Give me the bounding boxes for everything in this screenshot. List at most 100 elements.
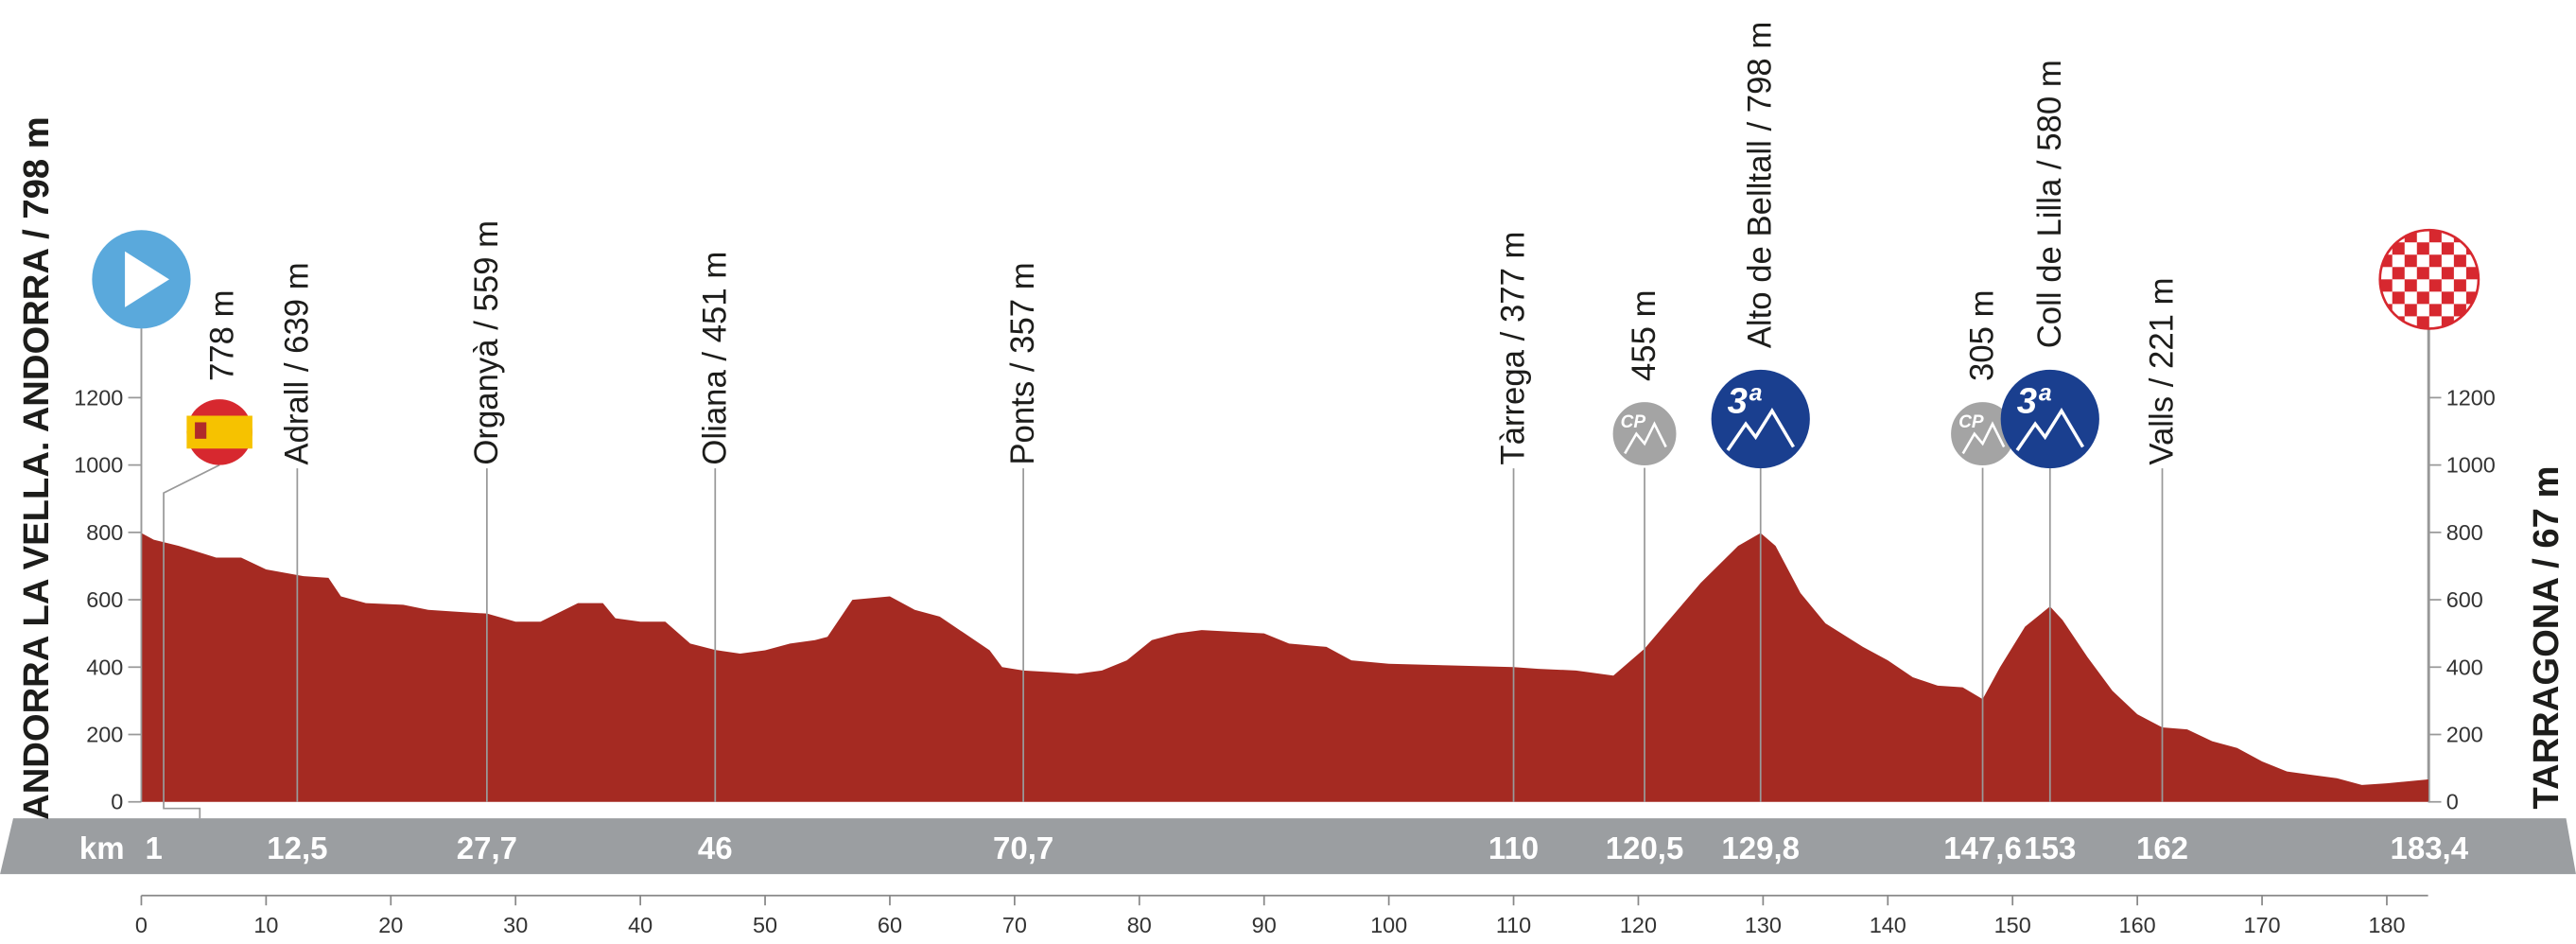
y-tick-label: 200: [86, 723, 123, 747]
cat3-icon: [1711, 369, 1810, 469]
x-tick-label: 110: [1496, 913, 1531, 937]
waypoint-label: 455 m: [1627, 289, 1662, 381]
checker: [2379, 230, 2393, 243]
waypoint-label: Coll de Lilla / 580 m: [2032, 60, 2068, 348]
km-value: 12,5: [267, 830, 327, 865]
cat3-mountain: [2015, 407, 2085, 451]
x-tick-label: 0: [135, 913, 148, 937]
waypoint-label: Valls / 221 m: [2145, 277, 2181, 464]
waypoint-label: Oliana / 451 m: [697, 252, 733, 465]
x-tick-label: 90: [1252, 913, 1277, 937]
x-tick-label: 130: [1745, 913, 1782, 937]
checker: [2453, 254, 2466, 268]
finish-icon: [2378, 228, 2480, 330]
checker: [2404, 304, 2417, 317]
x-tick-label: 170: [2243, 913, 2280, 937]
x-tick-label: 20: [378, 913, 403, 937]
checker: [2441, 267, 2454, 280]
checker: [2392, 242, 2405, 255]
waypoint-label: 778 m: [205, 289, 241, 381]
checker: [2416, 291, 2429, 305]
waypoint-line: [163, 463, 220, 819]
x-tick-label: 80: [1127, 913, 1152, 937]
x-tick-label: 70: [1002, 913, 1027, 937]
checker: [2404, 254, 2417, 268]
flag-emblem: [195, 422, 207, 439]
checker: [2453, 304, 2466, 317]
checker: [2404, 279, 2417, 292]
km-value: 153: [2024, 830, 2076, 865]
cp-badge: CP: [1621, 412, 1646, 432]
cp-mountain: [1624, 421, 1667, 455]
waypoint-label: Tàrrega / 377 m: [1496, 231, 1532, 464]
checker: [2379, 279, 2393, 292]
checker: [2416, 316, 2429, 329]
km-bar: [0, 818, 2576, 875]
y2-tick-label: 400: [2446, 655, 2483, 679]
cp-mountain: [1961, 421, 2006, 455]
checker: [2416, 242, 2429, 255]
waypoint-label: Adrall / 639 m: [279, 262, 315, 464]
waypoint-label: Alto de Belltall / 798 m: [1743, 22, 1779, 349]
x-tick-label: 30: [503, 913, 528, 937]
x-tick-label: 140: [1870, 913, 1906, 937]
y-tick-label: 600: [86, 587, 123, 612]
cat3-badge: 3ª: [2017, 380, 2051, 421]
waypoint-label: Organyà / 559 m: [469, 220, 505, 465]
checker: [2416, 267, 2429, 280]
y2-tick-label: 600: [2446, 587, 2483, 612]
km-value: 147,6: [1943, 830, 2022, 865]
profile-area: [141, 533, 2429, 802]
km-value: 129,8: [1721, 830, 1800, 865]
checker: [2392, 267, 2405, 280]
checker: [2441, 291, 2454, 305]
checker: [2428, 254, 2442, 268]
x-tick-label: 180: [2368, 913, 2405, 937]
cat3-mountain: [1726, 407, 1795, 451]
x-tick-label: 10: [253, 913, 278, 937]
checker: [2392, 291, 2405, 305]
km-value: 110: [1488, 830, 1539, 865]
y-tick-label: 1000: [74, 453, 123, 478]
y-tick-label: 0: [111, 790, 123, 814]
x-tick-label: 160: [2119, 913, 2156, 937]
y2-tick-label: 800: [2446, 520, 2483, 545]
y-tick-label: 400: [86, 655, 123, 679]
y2-tick-label: 0: [2446, 790, 2459, 814]
checker: [2428, 279, 2442, 292]
y2-tick-label: 1200: [2446, 385, 2496, 410]
cat3-icon: [2000, 369, 2099, 469]
start-arrow: [125, 251, 169, 307]
x-tick-label: 40: [628, 913, 653, 937]
x-tick-label: 150: [1994, 913, 2031, 937]
y2-tick-label: 200: [2446, 723, 2483, 747]
km-value: 46: [698, 830, 733, 865]
start-title: ANDORRA LA VELLA. ANDORRA / 798 m: [16, 116, 57, 820]
km-value: 70,7: [993, 830, 1053, 865]
y-tick-label: 800: [86, 520, 123, 545]
km-value: 27,7: [457, 830, 517, 865]
x-tick-label: 100: [1370, 913, 1407, 937]
checker: [2428, 304, 2442, 317]
x-tick-label: 120: [1620, 913, 1657, 937]
waypoint-label: Ponts / 357 m: [1005, 262, 1041, 464]
waypoint-label: 305 m: [1965, 289, 2001, 381]
cp-icon: [1610, 399, 1680, 468]
y-tick-label: 1200: [74, 385, 123, 410]
km-value: 183,4: [2391, 830, 2469, 865]
cp-badge: CP: [1958, 412, 1984, 432]
km-value: 162: [2136, 830, 2188, 865]
km-label: km: [79, 830, 125, 865]
cat3-badge: 3ª: [1728, 380, 1762, 421]
checker: [2441, 242, 2454, 255]
x-tick-label: 50: [753, 913, 777, 937]
finish-ring: [2378, 228, 2480, 330]
x-tick-label: 60: [878, 913, 902, 937]
checker: [2465, 316, 2479, 329]
checker: [2453, 279, 2466, 292]
km-value: 1: [145, 830, 162, 865]
finish-title: TARRAGONA / 67 m: [2526, 466, 2567, 810]
checker: [2465, 267, 2479, 280]
